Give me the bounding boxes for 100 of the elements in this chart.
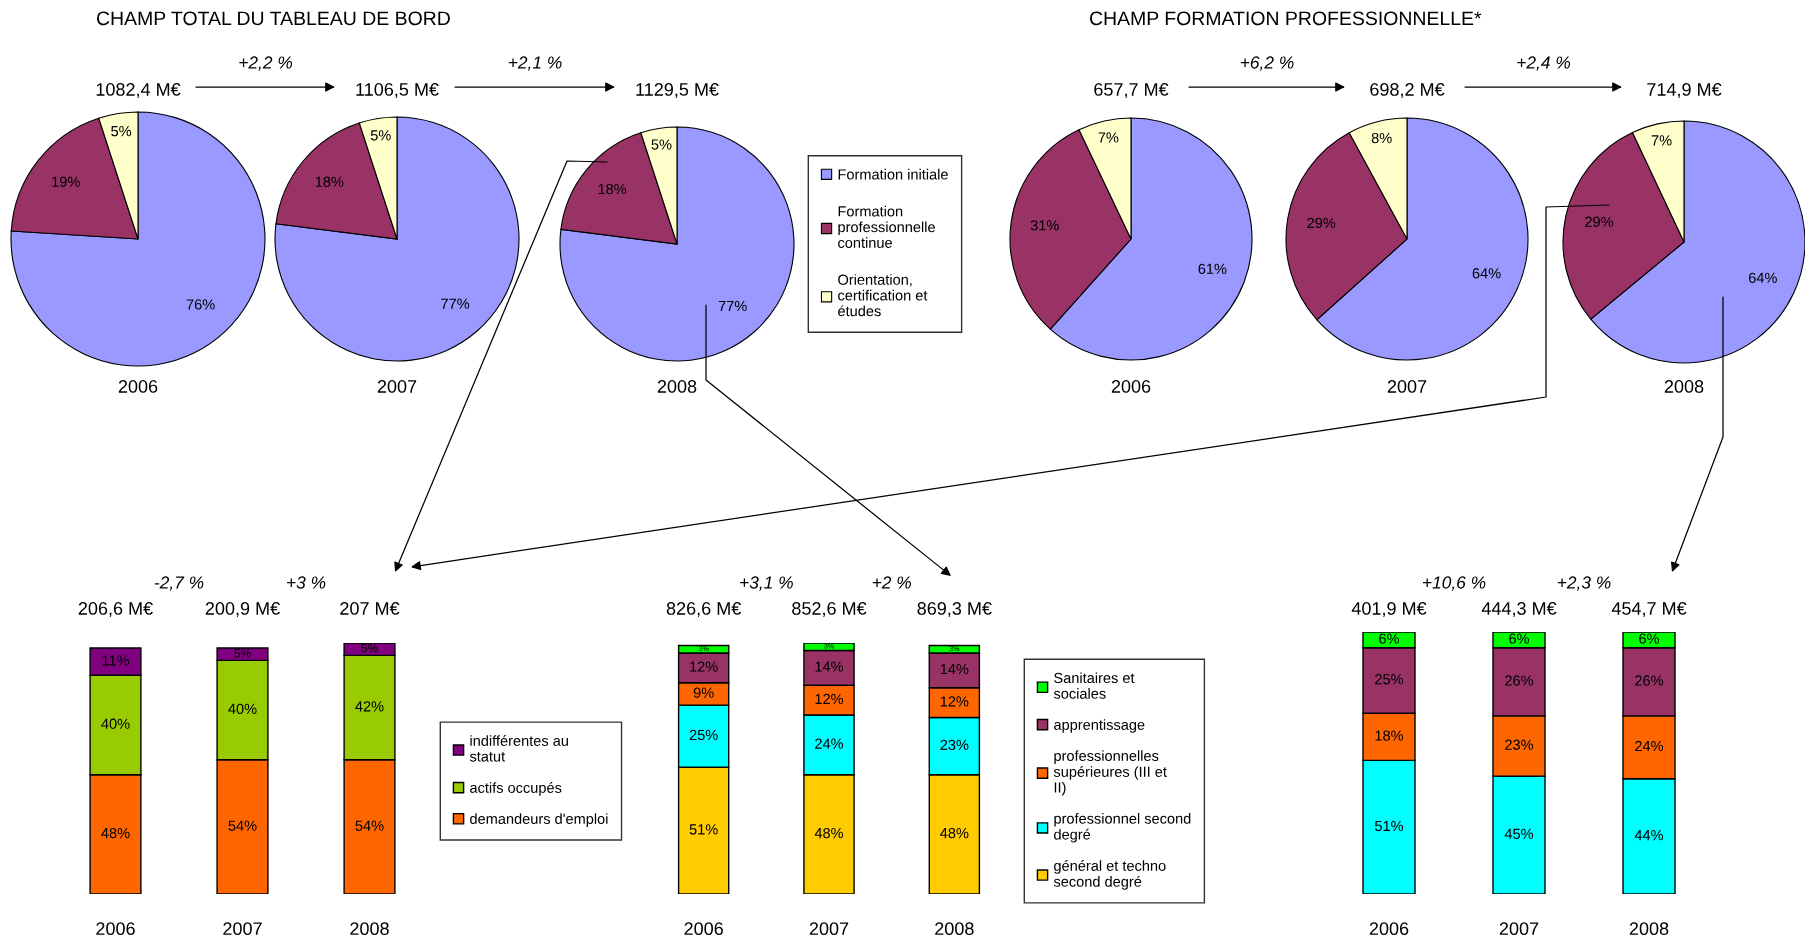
text: +2 % (872, 576, 911, 589)
chart-title: 714,9 M€ (1647, 83, 1722, 98)
legend-label: indifférentes au statut (469, 735, 568, 762)
x-tick-label: 2007 (809, 922, 849, 936)
data-label: 29% (1585, 216, 1614, 227)
text: 852,6 M€ (792, 602, 867, 617)
data-label: 12% (690, 661, 718, 672)
data-label: 51% (1374, 820, 1404, 832)
text: +10,6 % (1423, 576, 1486, 591)
chart-title: 698,2 M€ (1370, 83, 1445, 98)
text: +2,2 % (239, 56, 293, 71)
text: +3 % (287, 576, 326, 589)
x-tick-label: 2008 (1629, 922, 1669, 936)
x-tick-label: 2006 (684, 922, 723, 936)
data-label: 6% (1639, 633, 1660, 644)
text: 2006 (1111, 380, 1151, 393)
text: 2007 (377, 380, 417, 393)
data-label: 18% (1375, 730, 1404, 741)
pie-slice (10, 111, 266, 367)
data-label: 5% (361, 643, 378, 653)
chart-title: 657,7 M€ (1094, 83, 1169, 98)
text: 2008 (1664, 380, 1704, 393)
data-label: 23% (1505, 739, 1534, 750)
data-label: 48% (814, 827, 844, 839)
text: +2,1 % (508, 56, 562, 71)
text: +6,2 % (1240, 56, 1294, 71)
text: 206,6 M€ (78, 602, 153, 617)
legend-label: Formation initiale (838, 168, 948, 180)
x-tick-label: 2006 (96, 922, 135, 936)
data-label: 54% (355, 820, 384, 831)
data-label: 40% (101, 718, 130, 729)
text: 200,9 M€ (205, 602, 280, 617)
x-tick-label: 2008 (935, 922, 974, 936)
data-label: 29% (1307, 217, 1336, 229)
data-label: 5% (370, 130, 391, 141)
legend-label: demandeurs d'emploi (470, 813, 608, 827)
data-label: 26% (1635, 675, 1664, 686)
data-label: 7% (1098, 132, 1119, 143)
data-label: 51% (689, 824, 718, 835)
data-label: 77% (718, 300, 747, 312)
data-label: 64% (1472, 268, 1501, 279)
legend-label: général et techno second degré (1053, 860, 1166, 890)
text: 207 M€ (340, 602, 400, 615)
data-label: 24% (815, 738, 844, 749)
data-label: 18% (315, 176, 344, 187)
data-label: 64% (1748, 272, 1777, 284)
chart-title: 1082,4 M€ (96, 83, 181, 98)
data-label: 26% (1505, 675, 1534, 686)
legend-label: professionnelles supérieures (III et II) (1053, 750, 1167, 796)
text: CHAMP TOTAL DU TABLEAU DE BORD (96, 11, 450, 26)
text: 2007 (1387, 380, 1427, 393)
text: 444,3 M€ (1481, 602, 1557, 617)
chart-title: 1106,5 M€ (356, 83, 439, 98)
data-label: 25% (1375, 674, 1404, 685)
legend-label: Formation professionnelle continue (838, 205, 935, 248)
data-label: 19% (52, 176, 80, 187)
data-label: 25% (689, 729, 718, 741)
data-label: 54% (228, 820, 257, 831)
data-label: 48% (101, 827, 130, 839)
data-label: 11% (102, 655, 130, 666)
data-label: 24% (1635, 740, 1664, 752)
x-tick-label: 2007 (1499, 922, 1539, 936)
x-tick-label: 2006 (1369, 922, 1409, 936)
legend-label: Orientation, certification et études (838, 274, 928, 317)
legend-label: apprentissage (1054, 719, 1145, 733)
data-label: 6% (1379, 633, 1400, 644)
data-label: 9% (693, 687, 714, 698)
data-label: 45% (1504, 828, 1534, 839)
data-label: 12% (940, 696, 969, 707)
text: +2,4 % (1517, 56, 1571, 71)
data-label: 23% (940, 739, 969, 751)
x-tick-label: 2007 (223, 922, 262, 936)
data-label: 76% (186, 299, 215, 310)
text: CHAMP FORMATION PROFESSIONNELLE* (1089, 11, 1482, 26)
text: 869,3 M€ (917, 602, 992, 617)
pie-slice (274, 116, 520, 362)
data-label: 5% (111, 126, 132, 137)
text: 2008 (657, 380, 697, 393)
data-label: 31% (1030, 220, 1059, 231)
text: 454,7 M€ (1611, 602, 1687, 617)
text: +2,3 % (1557, 576, 1611, 591)
data-label: 48% (940, 827, 969, 839)
data-label: 44% (1634, 830, 1664, 841)
data-label: 42% (355, 701, 384, 712)
data-label: 5% (651, 139, 672, 150)
data-label: 12% (815, 693, 844, 705)
data-label: 14% (815, 661, 844, 672)
text: 826,6 M€ (666, 602, 742, 617)
data-label: 7% (1651, 135, 1672, 146)
data-label: 18% (598, 183, 627, 195)
text: 401,9 M€ (1351, 602, 1427, 617)
legend-label: actifs occupés (470, 782, 562, 796)
legend-label: professionnel second degré (1054, 813, 1191, 843)
data-label: 61% (1198, 263, 1227, 275)
legend-label: Sanitaires et sociales (1053, 672, 1135, 699)
data-label: 8% (1371, 132, 1392, 144)
text: 2006 (118, 380, 158, 393)
data-label: 40% (228, 703, 257, 715)
text: +3,1 % (740, 576, 793, 591)
data-label: 6% (1509, 633, 1530, 644)
